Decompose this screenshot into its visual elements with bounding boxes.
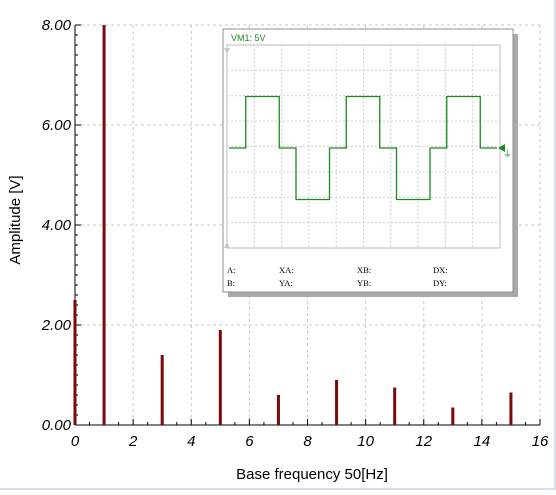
ground-symbol-icon: ⏚ [503, 149, 512, 159]
xa-label: XA: [279, 265, 294, 275]
y-axis-label: Amplitude [V] [7, 175, 24, 264]
bar [160, 355, 164, 425]
cursor-a-label: A: [227, 265, 236, 275]
chart-bars [73, 25, 513, 425]
bottom-marker-icon [224, 242, 230, 248]
x-axis-label: Base frequency 50[Hz] [236, 466, 388, 483]
cursor-b-label: B: [227, 278, 235, 288]
x-tick-label: 14 [474, 433, 491, 450]
ground-marker-icon [498, 144, 505, 152]
window-frame-bottom [0, 488, 556, 490]
y-tick-label: 0.00 [42, 417, 72, 434]
dx-label: DX: [433, 265, 448, 275]
y-tick-label: 8.00 [42, 17, 72, 34]
oscilloscope-inset: VM1: 5V ⏚ A: B: XA: YA: XB: YB: DX: DY: [222, 28, 518, 297]
bar [276, 395, 280, 425]
x-tick-label: 8 [303, 433, 312, 450]
bar [73, 300, 77, 425]
top-marker-icon [224, 48, 230, 54]
bar [509, 392, 513, 425]
yb-label: YB: [357, 278, 371, 288]
readout-panel [227, 263, 505, 290]
y-tick-label: 6.00 [42, 117, 72, 134]
x-tick-label: 10 [357, 433, 374, 450]
bar [218, 330, 222, 425]
y-tick-label: 4.00 [42, 217, 72, 234]
x-tick-label: 4 [187, 433, 195, 450]
y-tick-label: 2.00 [41, 317, 72, 334]
chart-tick-labels: 0 2 4 6 8 10 12 14 16 0.00 2.00 4.00 6.00 8.00 [41, 17, 549, 450]
x-tick-label: 12 [415, 433, 432, 450]
bar [102, 25, 106, 425]
dy-label: DY: [433, 278, 447, 288]
xb-label: XB: [357, 265, 371, 275]
x-tick-label: 2 [128, 433, 138, 450]
channel-label: VM1: 5V [231, 33, 266, 43]
x-tick-label: 16 [532, 433, 549, 450]
bar [393, 387, 397, 425]
ya-label: YA: [279, 278, 293, 288]
x-tick-label: 0 [71, 433, 80, 450]
scope-grid [227, 45, 500, 248]
x-tick-label: 6 [245, 433, 254, 450]
bar [451, 407, 455, 425]
bar [335, 380, 339, 425]
square-wave-trace [229, 95, 497, 201]
window-frame-right [554, 0, 556, 490]
